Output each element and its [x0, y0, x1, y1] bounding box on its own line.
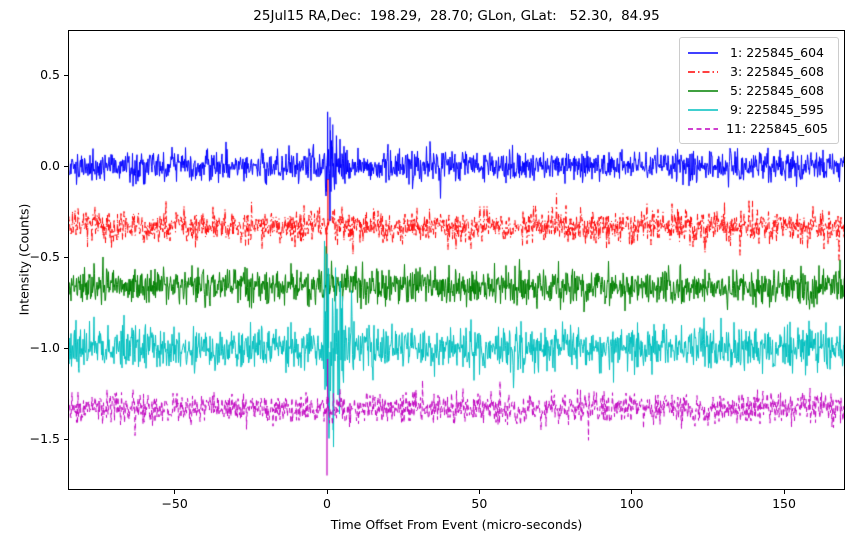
y-tick-mark [64, 438, 68, 440]
legend-line-sample-icon [688, 89, 719, 92]
legend-label: 5: 225845_608 [726, 83, 825, 98]
legend-label: 11: 225845_605 [726, 121, 828, 136]
x-tick-label: 100 [619, 496, 644, 511]
y-tick-mark [64, 256, 68, 258]
legend-label: 9: 225845_595 [726, 102, 825, 117]
chart-title: 25Jul15 RA,Dec: 198.29, 28.70; GLon, GLa… [253, 8, 660, 24]
legend-entry: 1: 225845_604 [688, 43, 828, 62]
x-tick-label: 150 [772, 496, 796, 511]
y-tick-label: 0.5 [40, 67, 60, 83]
x-tick-label: 0 [323, 496, 331, 511]
legend-line-sample-icon [688, 51, 719, 54]
x-tick-mark [631, 490, 633, 494]
legend-line-sample-icon [688, 70, 719, 73]
legend-entry: 11: 225845_605 [688, 119, 828, 138]
legend-line-sample-icon [688, 127, 719, 130]
y-tick-label: −1.5 [29, 431, 60, 447]
x-tick-label: 50 [471, 496, 488, 511]
legend: 1: 225845_604 3: 225845_608 5: 225845_60… [679, 37, 839, 144]
y-tick-mark [64, 165, 68, 167]
legend-entry: 9: 225845_595 [688, 100, 828, 119]
x-tick-label: −50 [161, 496, 188, 511]
x-tick-mark [478, 490, 480, 494]
y-tick-mark [64, 347, 68, 349]
legend-label: 1: 225845_604 [726, 45, 825, 60]
x-tick-mark [783, 490, 785, 494]
x-axis-label: Time Offset From Event (micro-seconds) [330, 517, 583, 532]
legend-entry: 5: 225845_608 [688, 81, 828, 100]
y-tick-mark [64, 74, 68, 76]
legend-label: 3: 225845_608 [726, 64, 825, 79]
x-tick-mark [174, 490, 176, 494]
legend-line-sample-icon [688, 108, 719, 111]
legend-entry: 3: 225845_608 [688, 62, 828, 81]
y-tick-label: 0.0 [40, 158, 60, 174]
x-tick-mark [326, 490, 328, 494]
y-tick-label: −1.0 [29, 340, 60, 356]
y-tick-label: −0.5 [29, 249, 60, 265]
